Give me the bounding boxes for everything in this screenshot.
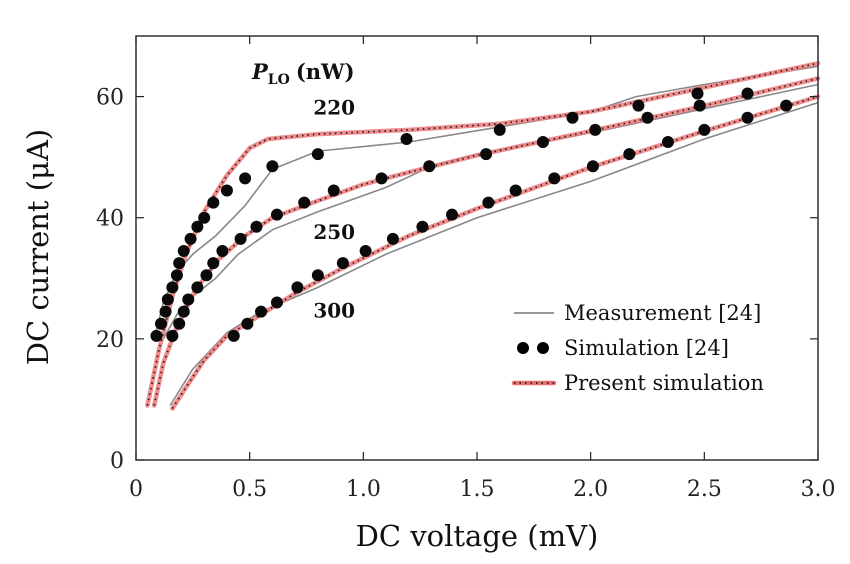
x-tick-label: 1.5 xyxy=(460,477,495,502)
simulation-point-220 xyxy=(184,232,197,245)
simulation-point-220 xyxy=(191,220,204,233)
y-tick-label: 0 xyxy=(110,449,124,474)
simulation-point-300 xyxy=(661,136,674,148)
legend-swatch-simulation xyxy=(517,342,529,354)
x-tick-label: 1.0 xyxy=(346,477,381,502)
simulation-point-220 xyxy=(566,111,579,124)
simulation-point-250 xyxy=(589,123,602,136)
simulation-point-250 xyxy=(270,208,283,221)
simulation-point-300 xyxy=(255,305,268,318)
plo-label: PLO (nW) xyxy=(251,59,355,88)
plo-subscript: LO xyxy=(268,72,290,88)
y-axis-title: DC current (μA) xyxy=(21,129,55,365)
simulation-point-220 xyxy=(741,87,754,100)
simulation-point-300 xyxy=(780,99,793,112)
plo-unit: (nW) xyxy=(296,59,355,84)
simulation-point-220 xyxy=(207,196,220,209)
plo-symbol: P xyxy=(251,59,269,84)
simulation-point-220 xyxy=(632,99,645,112)
simulation-point-250 xyxy=(375,172,388,185)
plot-frame xyxy=(135,35,819,461)
simulation-point-250 xyxy=(298,196,311,209)
simulation-point-220 xyxy=(198,211,211,224)
simulation-point-220 xyxy=(173,257,186,270)
simulation-point-250 xyxy=(641,111,654,124)
simulation-point-250 xyxy=(200,269,213,282)
simulation-point-300 xyxy=(311,269,324,282)
simulation-point-300 xyxy=(509,184,522,197)
simulation-point-220 xyxy=(311,148,324,161)
simulation-point-300 xyxy=(270,296,283,309)
simulation-point-250 xyxy=(423,160,436,173)
simulation-point-250 xyxy=(173,317,186,330)
present-line-300 xyxy=(170,94,821,411)
simulation-point-250 xyxy=(693,99,706,112)
simulation-point-300 xyxy=(416,220,429,233)
simulation-point-300 xyxy=(698,123,711,136)
simulation-point-220 xyxy=(170,269,183,282)
present-line-dots-300 xyxy=(171,95,819,409)
simulation-point-300 xyxy=(359,245,372,258)
simulation-point-300 xyxy=(241,317,254,330)
x-axis-title: DC voltage (mV) xyxy=(356,519,599,553)
simulation-point-220 xyxy=(166,281,179,294)
simulation-point-220 xyxy=(220,184,233,197)
y-tick-label: 40 xyxy=(96,207,124,232)
simulation-point-250 xyxy=(182,293,195,306)
legend-label: Measurement [24] xyxy=(564,301,761,325)
simulation-point-300 xyxy=(741,111,754,124)
simulation-point-250 xyxy=(536,136,549,148)
simulation-point-250 xyxy=(177,305,190,318)
simulation-point-300 xyxy=(586,160,599,173)
x-tick-label: 0 xyxy=(129,477,143,502)
y-tick-label: 60 xyxy=(96,86,124,111)
simulation-point-220 xyxy=(159,305,172,318)
curve-label-300: 300 xyxy=(313,299,355,323)
simulation-point-220 xyxy=(155,317,168,330)
simulation-point-250 xyxy=(480,148,493,161)
measurement-line-300 xyxy=(169,101,819,406)
legend-label: Simulation [24] xyxy=(564,336,729,360)
x-tick-label: 0.5 xyxy=(232,477,267,502)
simulation-point-300 xyxy=(548,172,561,185)
simulation-point-300 xyxy=(386,232,399,245)
curve-labels: 220 250 300 PLO (nW) xyxy=(251,59,355,323)
simulation-point-220 xyxy=(400,132,413,145)
simulation-point-250 xyxy=(327,184,340,197)
y-tick-label: 20 xyxy=(96,328,124,353)
simulation-point-220 xyxy=(493,123,506,136)
simulation-point-250 xyxy=(250,220,263,233)
simulation-point-220 xyxy=(177,245,190,258)
legend: Measurement [24] Simulation [24] Present s… xyxy=(511,301,764,395)
simulation-point-220 xyxy=(150,329,163,342)
curve-label-220: 220 xyxy=(313,96,355,120)
curve-label-250: 250 xyxy=(313,220,355,244)
simulation-point-300 xyxy=(445,208,458,221)
axes: 0 0.5 1.0 1.5 2.0 2.5 3.0 0 20 40 60 xyxy=(96,35,836,502)
simulation-point-300 xyxy=(482,196,495,209)
simulation-point-220 xyxy=(161,293,174,306)
simulation-point-250 xyxy=(166,329,179,342)
simulation-point-220 xyxy=(239,172,252,185)
simulation-point-300 xyxy=(227,329,240,342)
simulation-point-250 xyxy=(234,232,247,245)
simulation-point-250 xyxy=(207,257,220,270)
simulation-point-300 xyxy=(336,257,349,270)
simulation-point-220 xyxy=(691,87,704,100)
simulation-dots xyxy=(150,87,793,342)
x-tick-label: 2.5 xyxy=(687,477,722,502)
x-tick-label: 2.0 xyxy=(573,477,608,502)
simulation-point-300 xyxy=(291,281,304,294)
simulation-point-250 xyxy=(216,245,229,258)
x-tick-label: 3.0 xyxy=(801,477,836,502)
legend-label: Present simulation xyxy=(564,371,764,395)
simulation-point-300 xyxy=(623,148,636,161)
simulation-point-220 xyxy=(266,160,279,173)
legend-swatch-simulation xyxy=(537,342,549,354)
simulation-point-250 xyxy=(191,281,204,294)
